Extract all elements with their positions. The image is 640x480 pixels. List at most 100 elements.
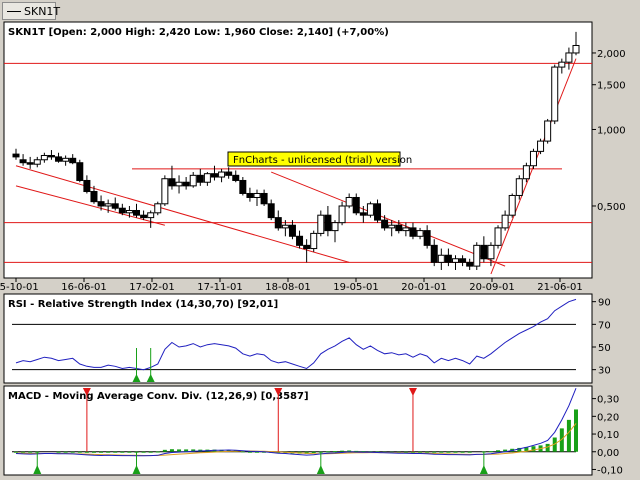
- macd-tick-label: 0,30: [597, 395, 619, 406]
- date-tick-label: 17-02-01: [129, 282, 174, 293]
- rsi-levels: [12, 323, 576, 371]
- candle-body: [12, 153, 20, 158]
- candle-body: [47, 154, 55, 158]
- candle-body: [147, 212, 155, 219]
- price-panel[interactable]: [3, 21, 593, 279]
- macd-histogram-bar: [425, 451, 430, 453]
- candle-body: [133, 209, 141, 216]
- macd-histogram-bar: [247, 451, 252, 453]
- macd-histogram-bar: [276, 451, 281, 454]
- candle-body: [395, 224, 403, 232]
- macd-histogram-bar: [120, 451, 125, 453]
- tab-skn1t[interactable]: SKN1T: [2, 2, 60, 20]
- candle-body: [444, 254, 452, 263]
- candle-body: [253, 192, 261, 198]
- macd-panel[interactable]: [3, 385, 593, 476]
- macd-histogram-bar: [418, 451, 423, 453]
- macd-histogram-bar: [332, 451, 337, 453]
- candle-body: [203, 173, 211, 183]
- candle-body: [90, 191, 98, 203]
- macd-signals: [33, 388, 488, 474]
- macd-histogram-bar: [191, 449, 196, 452]
- candle-body: [352, 196, 360, 214]
- rsi-axis: 90 70 50 30: [592, 298, 611, 377]
- candle-body: [494, 227, 502, 246]
- candle-body: [324, 214, 332, 232]
- candle-body: [551, 66, 559, 122]
- date-tick-label: 17-11-01: [197, 282, 242, 293]
- date-tick-label: 18-08-01: [265, 282, 310, 293]
- candle-body: [338, 205, 346, 224]
- macd-histogram-bar: [531, 446, 536, 452]
- macd-histogram-bar: [354, 450, 359, 452]
- trendline: [15, 185, 165, 226]
- macd-histogram-bar: [403, 451, 408, 453]
- macd-histogram-bar: [14, 451, 18, 453]
- buy-signal-arrow: [33, 465, 42, 474]
- candle-body: [303, 244, 311, 250]
- rsi-line: [15, 298, 577, 371]
- candle-body: [501, 214, 509, 229]
- candle-body: [430, 244, 438, 263]
- rsi-tick-label: 30: [598, 366, 611, 377]
- candle-body: [508, 194, 516, 216]
- rsi-tick-label: 50: [598, 343, 611, 354]
- macd-histogram-bar: [460, 451, 465, 453]
- candle-body: [459, 258, 467, 263]
- macd-histogram-bar: [21, 451, 26, 453]
- candle-body: [423, 230, 431, 246]
- horizontal-levels: [4, 62, 592, 263]
- macd-histogram-bar: [439, 451, 444, 453]
- macd-histogram-bar: [219, 449, 224, 452]
- candle-body: [168, 178, 176, 187]
- macd-histogram-bar: [396, 451, 401, 453]
- candle-body: [175, 181, 183, 187]
- candle-body: [537, 140, 545, 152]
- candle-body: [104, 203, 112, 207]
- macd-histogram-bar: [177, 449, 182, 452]
- candle-body: [281, 224, 289, 229]
- macd-histogram-bar: [106, 451, 111, 453]
- candle-body: [69, 157, 77, 164]
- candle-body: [260, 192, 268, 205]
- candlestick-series: [12, 31, 580, 270]
- candle-body: [232, 174, 240, 181]
- macd-histogram-bar: [240, 451, 245, 453]
- rsi-panel[interactable]: [3, 293, 593, 384]
- candle-body: [161, 178, 169, 205]
- macd-histogram-bar: [77, 451, 82, 453]
- macd-histogram-bar: [410, 451, 415, 453]
- trendlines: [15, 58, 577, 275]
- tab-bar: SKN1T: [0, 0, 640, 22]
- candle-body: [55, 156, 63, 162]
- candle-body: [218, 171, 226, 178]
- macd-histogram-bar: [361, 451, 366, 453]
- macd-histogram-bar: [311, 451, 316, 454]
- candle-body: [225, 171, 233, 176]
- macd-panel-title: MACD - Moving Average Conv. Div. (12,26,…: [8, 391, 309, 402]
- macd-histogram-bar: [496, 450, 501, 452]
- date-tick-label: 20-09-01: [469, 282, 514, 293]
- candle-body: [558, 61, 566, 68]
- candle-body: [210, 173, 218, 178]
- price-tick-label: 1,500: [597, 81, 626, 92]
- price-tick-label: 1,000: [597, 125, 626, 136]
- candle-body: [473, 244, 481, 267]
- candle-body: [76, 162, 84, 181]
- macd-histogram-bar: [453, 451, 458, 453]
- date-tick-label: 21-06-01: [537, 282, 582, 293]
- trial-annotation-text: FnCharts - unlicensed (trial) version: [233, 155, 412, 166]
- macd-histogram-bar: [127, 451, 132, 453]
- macd-histogram-bar: [524, 447, 529, 452]
- macd-histogram-bar: [162, 449, 167, 452]
- macd-line: [15, 388, 577, 457]
- candle-body: [359, 212, 367, 216]
- price-axis: 2,000 1,500 1,000 0,500: [592, 49, 626, 213]
- date-tick-label: 16-06-01: [61, 282, 106, 293]
- macd-histogram-bar: [141, 451, 146, 453]
- candle-body: [189, 174, 197, 187]
- candle-body: [416, 230, 424, 237]
- macd-histogram-bar: [517, 447, 522, 452]
- candle-body: [544, 120, 552, 142]
